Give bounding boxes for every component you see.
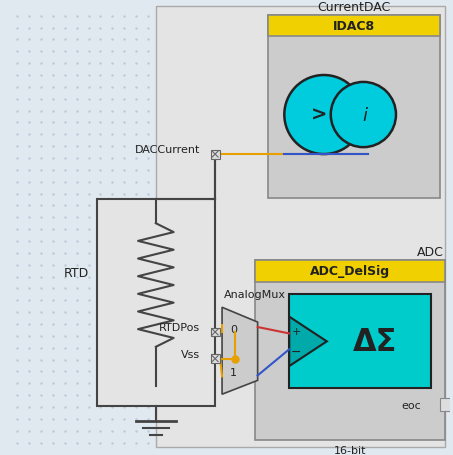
Bar bbox=[211, 328, 220, 337]
Text: RTD: RTD bbox=[63, 267, 89, 279]
Text: DACCurrent: DACCurrent bbox=[135, 145, 200, 155]
Text: CurrentDAC: CurrentDAC bbox=[318, 1, 390, 14]
Text: >: > bbox=[311, 106, 327, 125]
Bar bbox=[211, 354, 220, 363]
Polygon shape bbox=[289, 317, 327, 366]
Bar bbox=[255, 260, 445, 440]
Text: RTDPos: RTDPos bbox=[159, 322, 200, 332]
Text: eoc: eoc bbox=[401, 400, 421, 410]
Bar bbox=[156, 7, 445, 447]
Bar bbox=[289, 295, 431, 389]
Polygon shape bbox=[222, 308, 258, 394]
Bar bbox=[268, 15, 440, 198]
Text: ΔΣ: ΔΣ bbox=[352, 327, 397, 356]
Text: −: − bbox=[291, 345, 301, 358]
Bar bbox=[255, 260, 445, 282]
Bar bbox=[96, 199, 215, 406]
Text: 1: 1 bbox=[230, 368, 237, 378]
Bar bbox=[211, 150, 220, 159]
Text: Vss: Vss bbox=[181, 349, 200, 359]
Text: IDAC8: IDAC8 bbox=[333, 20, 375, 33]
Text: 16-bit: 16-bit bbox=[334, 445, 366, 455]
Text: ADC: ADC bbox=[417, 246, 444, 259]
Text: ADC_DelSig: ADC_DelSig bbox=[310, 265, 390, 278]
Text: i: i bbox=[363, 106, 368, 124]
Circle shape bbox=[284, 76, 363, 155]
Text: AnalogMux: AnalogMux bbox=[224, 290, 286, 300]
Circle shape bbox=[331, 83, 396, 148]
Bar bbox=[440, 398, 453, 411]
Text: +: + bbox=[291, 327, 301, 337]
Text: 0: 0 bbox=[230, 324, 237, 334]
Bar bbox=[268, 15, 440, 37]
